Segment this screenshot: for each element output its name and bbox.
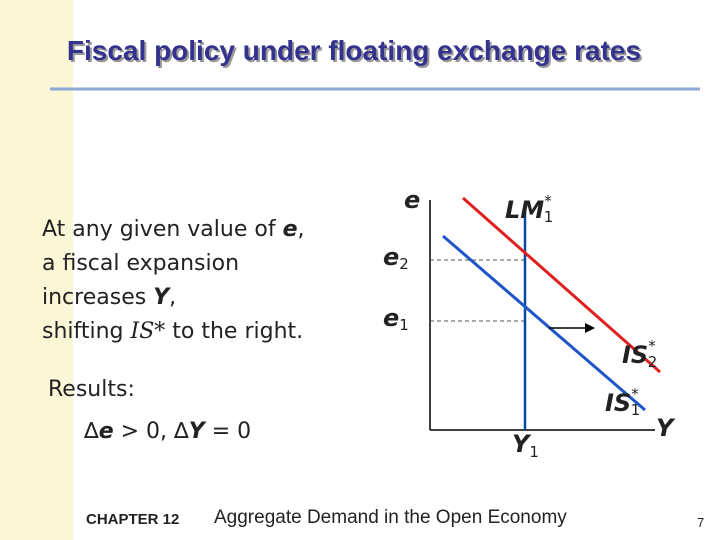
y-axis-label: e [404, 186, 420, 214]
title-shadow: Fiscal policy under floating exchange ra… [69, 37, 643, 68]
variable: IS* [130, 319, 166, 344]
is1-label: IS* 1 [605, 385, 640, 419]
text: = 0 [205, 419, 251, 444]
is1-curve [442, 234, 646, 412]
subject: Aggregate Demand in the Open Economy [214, 507, 567, 528]
text: LM [505, 196, 544, 224]
body-text: At any given value of e, a fiscal expans… [42, 217, 305, 444]
text: IS [622, 341, 648, 369]
text: e [383, 243, 399, 271]
line: a fiscal expansion [42, 251, 239, 276]
line: shifting IS* to the right. [42, 319, 303, 344]
subscript: 2 [399, 255, 409, 273]
subscript: 1 [529, 443, 539, 461]
variable: Y [153, 285, 171, 310]
text: e [383, 304, 399, 332]
subscript: 2 [648, 353, 658, 371]
text: , [298, 217, 305, 242]
variable: Y [189, 419, 207, 444]
chapter: CHAPTER 12 [86, 511, 179, 528]
y1-label: Y1 [512, 430, 539, 461]
x-axis-label: Y [656, 414, 676, 442]
line: increases Y, [42, 285, 176, 310]
text: increases [42, 285, 153, 310]
variable: e [283, 217, 298, 242]
text: ∆ [83, 419, 99, 444]
arrow-head [585, 323, 595, 333]
page-number: 7 [697, 515, 704, 530]
variable: e [99, 419, 114, 444]
line: At any given value of e, [42, 217, 305, 242]
text: Y [512, 430, 532, 458]
results-label: Results: [48, 377, 135, 402]
text: > 0, ∆ [114, 419, 189, 444]
e1-label: e1 [383, 304, 409, 334]
superscript: * [631, 385, 639, 403]
text: At any given value of [42, 217, 283, 242]
diagram: e Y LM* 1 e2 e1 IS* 2 IS* 1 Y1 [383, 186, 676, 461]
subscript: 1 [544, 208, 554, 226]
superscript: * [648, 337, 656, 355]
text: to the right. [165, 319, 303, 344]
superscript: * [544, 192, 552, 210]
text: shifting [42, 319, 131, 344]
lm-label: LM* 1 [505, 192, 553, 226]
e2-label: e2 [383, 243, 409, 273]
is2-curve [462, 196, 661, 374]
text: IS [605, 389, 631, 417]
subscript: 1 [631, 401, 641, 419]
results: ∆e > 0, ∆Y = 0 [83, 419, 251, 444]
text: a fiscal expansion [42, 251, 239, 276]
title: Fiscal policy under floating exchange ra… [67, 35, 641, 66]
is2-label: IS* 2 [622, 337, 657, 371]
subscript: 1 [399, 316, 409, 334]
text: , [169, 285, 176, 310]
